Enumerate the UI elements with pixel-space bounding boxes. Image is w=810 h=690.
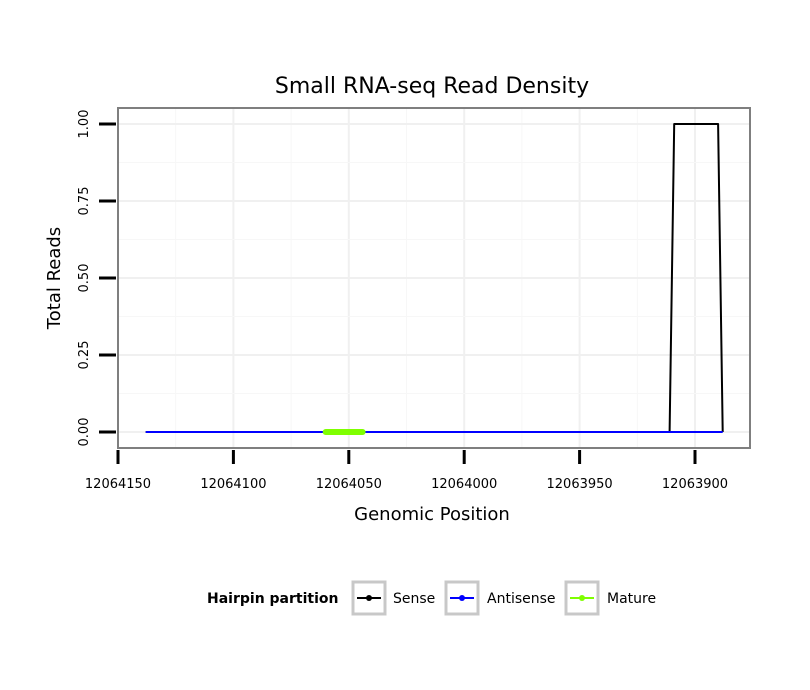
- legend-label-antisense: Antisense: [487, 591, 556, 607]
- legend-key-point-antisense: [459, 595, 465, 601]
- y-tick-label: 0.00: [77, 418, 92, 447]
- x-tick-label: 12064050: [316, 477, 382, 492]
- series-lines: [145, 123, 724, 435]
- x-tick-label: 12064000: [431, 477, 497, 492]
- y-axis-title: Total Reads: [44, 227, 65, 330]
- y-tick-label: 0.25: [77, 341, 92, 370]
- legend: Hairpin partition Sense Antisense Mature: [207, 580, 656, 616]
- legend-key-point-sense: [366, 595, 372, 601]
- x-axis-title: Genomic Position: [354, 504, 510, 525]
- legend-title: Hairpin partition: [207, 591, 338, 607]
- y-tick-label: 0.50: [77, 264, 92, 293]
- x-tick-label: 12064100: [200, 477, 266, 492]
- legend-label-sense: Sense: [393, 591, 435, 607]
- chart-title: Small RNA-seq Read Density: [275, 74, 589, 99]
- x-tick-label: 12064150: [85, 477, 151, 492]
- y-tick-label: 0.75: [77, 187, 92, 216]
- y-tick-label: 1.00: [77, 110, 92, 139]
- plot-border: [117, 107, 751, 449]
- x-axis: 12064150 12064100 12064050 12064000 12063950…: [85, 450, 728, 492]
- legend-key-point-mature: [579, 595, 585, 601]
- legend-label-mature: Mature: [607, 591, 656, 607]
- x-tick-label: 12063900: [662, 477, 728, 492]
- x-tick-label: 12063950: [547, 477, 613, 492]
- y-axis: 0.00 0.25 0.50 0.75 1.00: [77, 110, 116, 447]
